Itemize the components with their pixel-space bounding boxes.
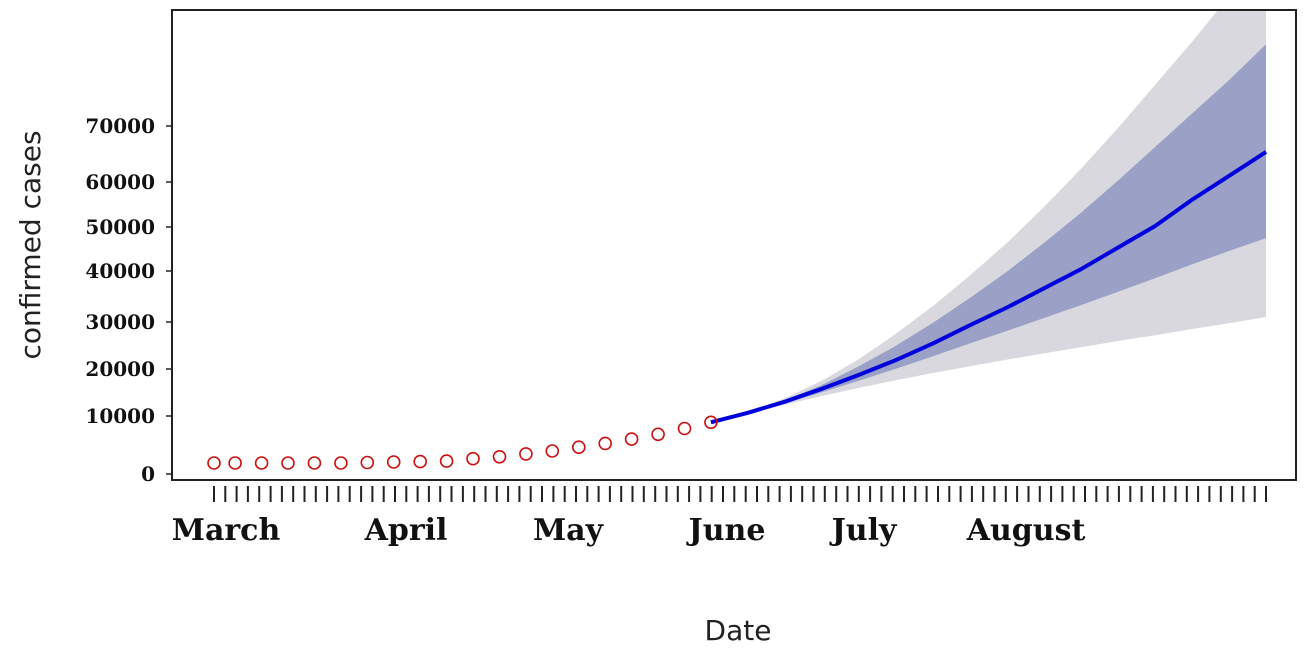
y-tick-label: 0 [141,462,155,486]
y-tick-label: 10000 [85,404,155,428]
observed-point [413,454,428,469]
observed-point [360,455,375,470]
plot-area [171,0,1297,481]
observed-point [386,455,401,469]
observed-point [598,436,613,451]
y-tick-label: 60000 [85,170,155,194]
y-tick-label: 30000 [85,310,155,334]
x-axis-title: Date [705,614,772,647]
x-tick-label: April [364,513,448,548]
y-tick-label: 40000 [85,259,155,283]
observed-point [571,440,586,455]
observed-point [439,454,454,468]
outer-interval-band [710,0,1266,423]
plot-frame [171,9,1297,481]
x-tick-label: August [966,513,1086,548]
x-tick-label: July [829,513,898,548]
observed-point [228,456,242,470]
observed-point [677,421,692,436]
observed-point [704,415,718,430]
x-ticks: March April May June July August [172,486,1267,548]
observed-point [207,456,221,470]
y-ticks: 0 10000 20000 30000 40000 50000 60000 70000 [85,114,172,486]
observed-point [519,447,533,461]
y-axis-title: confirmed cases [14,130,47,359]
observed-point [307,456,322,470]
observed-point [254,456,269,470]
observed-point [624,432,639,446]
observed-point [545,444,560,458]
x-tick-label: June [686,513,766,548]
inner-interval-band [710,44,1266,423]
observed-point [334,456,348,470]
plot-top-mask [172,0,1296,10]
y-tick-label: 50000 [85,215,155,239]
x-tick-label: March [172,513,281,548]
x-tick-label: May [533,513,605,548]
y-tick-label: 70000 [85,114,155,138]
observed-point [466,451,480,466]
observed-point [281,456,295,470]
y-tick-label: 20000 [85,357,155,381]
observed-point [492,449,507,464]
observed-point [651,427,665,442]
forecast-line [710,150,1268,425]
